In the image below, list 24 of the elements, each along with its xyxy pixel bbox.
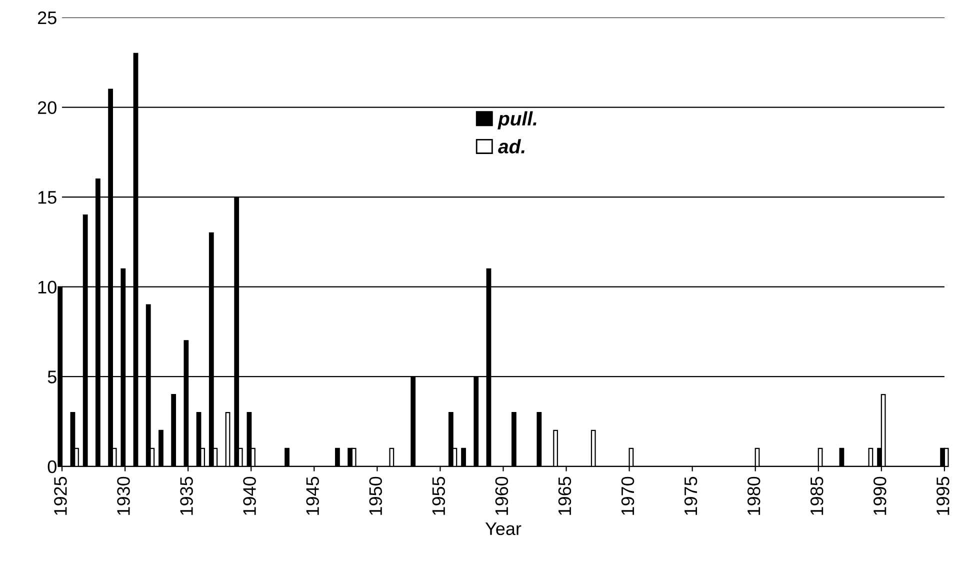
y-tick-label: 5 bbox=[48, 370, 56, 384]
y-tick-label: 10 bbox=[38, 280, 56, 294]
x-tick-label: 1970 bbox=[621, 476, 634, 515]
y-tick-label: 0 bbox=[48, 460, 56, 474]
x-tick-label: 1950 bbox=[369, 476, 382, 515]
y-tick-label: 25 bbox=[38, 11, 56, 24]
x-axis-title: Year bbox=[485, 522, 522, 536]
legend-label: ad. bbox=[498, 139, 524, 154]
y-tick-label: 15 bbox=[38, 191, 56, 204]
x-tick-label: 1985 bbox=[810, 476, 824, 515]
x-tick-label: 1955 bbox=[432, 476, 446, 515]
x-tick-label: 1960 bbox=[495, 476, 508, 515]
x-tick-label: 1995 bbox=[936, 476, 950, 515]
x-tick-label: 1975 bbox=[684, 476, 698, 515]
x-tick-label: 1945 bbox=[306, 476, 319, 515]
x-tick-label: 1940 bbox=[243, 476, 256, 515]
x-tick-label: 1925 bbox=[54, 476, 67, 515]
y-tick-label: 20 bbox=[38, 101, 56, 114]
legend-label: pull. bbox=[498, 111, 536, 130]
x-tick-label: 1990 bbox=[873, 476, 886, 515]
x-tick-label: 1980 bbox=[747, 476, 760, 515]
x-tick-label: 1965 bbox=[558, 476, 572, 515]
x-tick-label: 1930 bbox=[117, 476, 130, 515]
x-tick-label: 1935 bbox=[180, 476, 193, 515]
